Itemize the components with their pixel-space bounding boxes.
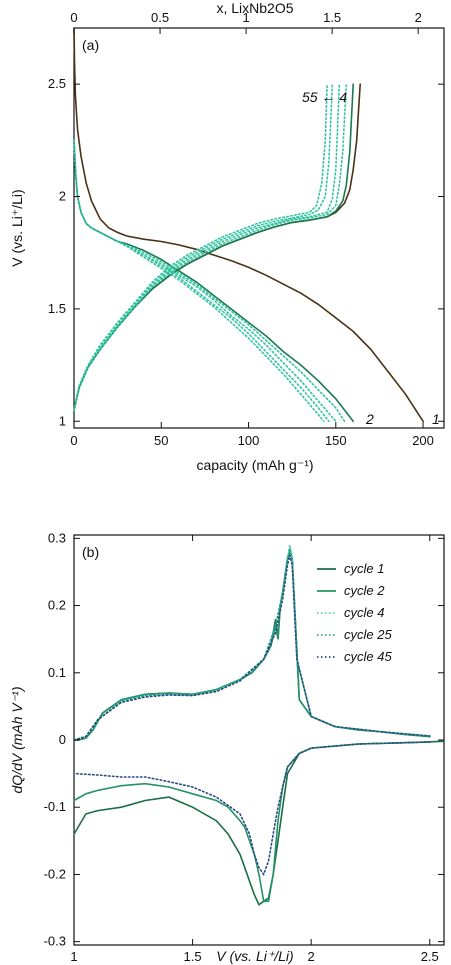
x-tick-label: 1.5	[184, 949, 202, 964]
panel-b-ticks: 1 1.5 2 2.5 -0.3 -0.2 -0.1 0 0.1 0.2 0.3	[44, 530, 444, 964]
panel-a-frame	[73, 27, 445, 429]
x-top-tick-label: 0	[70, 10, 77, 25]
x-tick-label: 2	[308, 949, 315, 964]
x-top-tick-label: 1.5	[323, 10, 341, 25]
x-tick-label: 50	[154, 433, 168, 448]
panel-b: 1 1.5 2 2.5 -0.3 -0.2 -0.1 0 0.1 0.2 0.3 (b) cycle…	[9, 530, 445, 964]
x-axis-label-top: x, LixNb2O5	[216, 0, 293, 16]
x-axis-label-b: V (vs. Li⁺/Li)	[216, 948, 293, 964]
legend-label: cycle 1	[344, 561, 384, 576]
series-line-cycle-25	[73, 548, 431, 741]
x-tick-label: 0	[70, 433, 77, 448]
x-tick-label: 2.5	[421, 949, 439, 964]
y-tick-label: -0.3	[44, 934, 66, 949]
panel-a-ticks: 0 50 100 150 200 0 0.5 1 1.5 2 1 1.5 2 2.5	[48, 10, 444, 448]
y-tick-label: 2	[59, 189, 66, 204]
legend-label: cycle 45	[344, 649, 392, 664]
series-line-cycle-2-reduction	[73, 741, 431, 903]
x-axis-label-bottom: capacity (mAh g⁻¹)	[196, 457, 313, 473]
series-line-cycle-4-charge	[73, 83, 348, 411]
x-top-tick-label: 2	[415, 10, 422, 25]
legend-label: cycle 25	[344, 627, 392, 642]
series-line-cycle-4-discharge	[73, 139, 346, 423]
annotation-top-right: 55 ← 4	[302, 89, 347, 105]
y-tick-label: -0.1	[44, 799, 66, 814]
legend: cycle 1 cycle 2 cycle 4 cycle 25 cycle 45	[317, 561, 392, 664]
y-tick-label: 1.5	[48, 301, 66, 316]
annotation-cycle-2: 2	[365, 411, 374, 427]
series-line-cycle-25-charge	[73, 83, 341, 411]
y-tick-label: 0.1	[48, 665, 66, 680]
y-tick-label: 1	[59, 413, 66, 428]
y-tick-label: -0.2	[44, 866, 66, 881]
panel-a: 0 50 100 150 200 0 0.5 1 1.5 2 1 1.5 2 2.5 (a) 55 ← 4…	[9, 0, 445, 473]
y-tick-label: 2.5	[48, 76, 66, 91]
series-line-cycle-45-charge	[73, 83, 334, 411]
series-line-cycle-2-discharge	[73, 139, 354, 423]
x-tick-label: 100	[238, 433, 260, 448]
y-tick-label: 0.3	[48, 530, 66, 545]
series-line-cycle-1-reduction	[73, 740, 445, 906]
series-line-cycle-2-charge	[73, 83, 354, 411]
series-line-cycle-45-reduction	[73, 741, 431, 877]
panel-b-curves	[73, 544, 445, 906]
y-tick-label: 0	[59, 732, 66, 747]
x-tick-label: 1	[70, 949, 77, 964]
panel-b-label: (b)	[82, 544, 99, 560]
series-line-cycle-1	[73, 549, 431, 741]
x-top-tick-label: 1	[242, 10, 249, 25]
x-top-tick-label: 0.5	[151, 10, 169, 25]
y-axis-label: V (vs. Li⁺/Li)	[9, 189, 25, 266]
series-line-cycle-55-charge	[73, 83, 328, 411]
legend-label: cycle 2	[344, 583, 385, 598]
series-line-cycle-2	[73, 549, 431, 741]
panel-a-curves	[73, 27, 424, 423]
legend-label: cycle 4	[344, 605, 384, 620]
series-line-cycle-45-discharge	[73, 139, 330, 423]
series-line-cycle-1-discharge	[73, 27, 424, 423]
series-line-cycle-55-discharge	[73, 139, 325, 423]
panel-a-label: (a)	[82, 37, 99, 53]
panel-b-frame	[73, 534, 445, 946]
y-axis-label-b: dQ/dV (mAh V⁻¹)	[9, 687, 25, 794]
series-line-cycle-25-discharge	[73, 139, 337, 423]
x-tick-label: 200	[412, 433, 434, 448]
series-line-cycle-45	[73, 555, 431, 741]
annotation-cycle-1: 1	[432, 411, 440, 427]
x-tick-label: 150	[325, 433, 347, 448]
y-tick-label: 0.2	[48, 598, 66, 613]
